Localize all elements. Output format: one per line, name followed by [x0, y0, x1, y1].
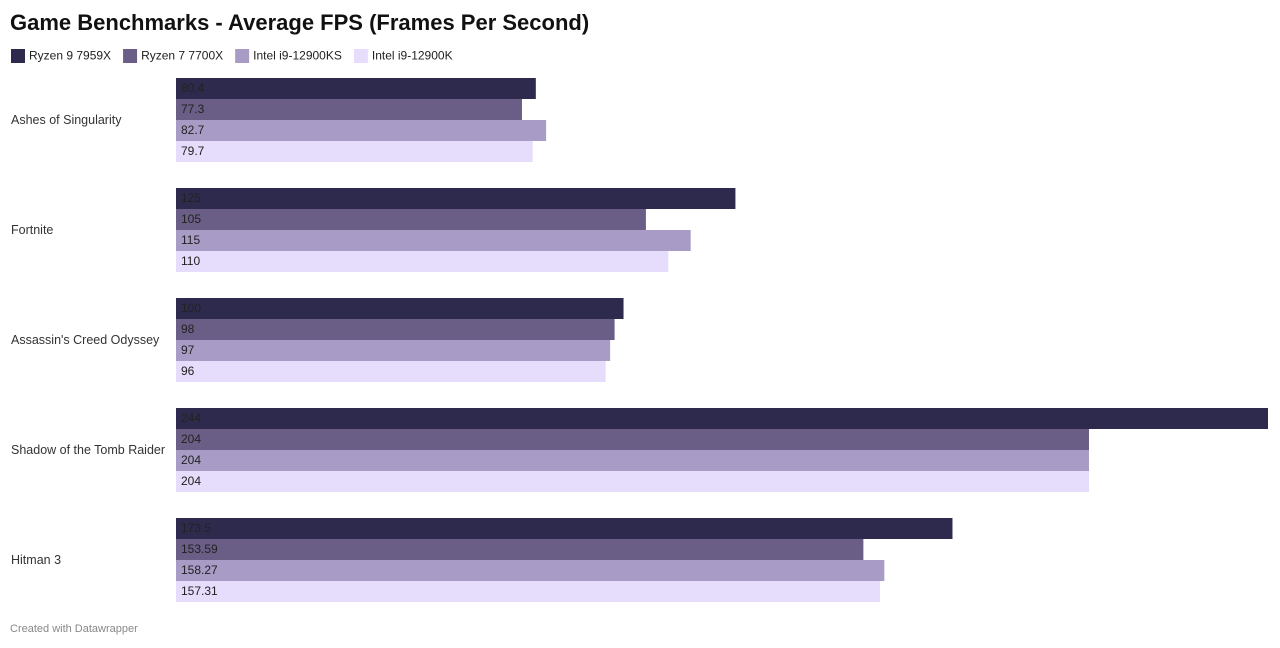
bar [176, 340, 611, 361]
value-label: 204 [181, 432, 201, 446]
legend-label: Intel i9-12900KS [253, 49, 342, 63]
value-label: 204 [181, 474, 201, 488]
bar [176, 120, 547, 141]
bar [176, 560, 885, 581]
value-label: 110 [181, 254, 200, 268]
bar [176, 78, 536, 99]
bar [176, 188, 736, 209]
bar [176, 251, 669, 272]
value-label: 96 [181, 364, 195, 378]
legend-swatch [235, 49, 250, 63]
chart-note: Created with Datawrapper [10, 623, 138, 635]
bar [176, 99, 522, 120]
value-label: 82.7 [181, 123, 205, 137]
bar [176, 298, 624, 319]
bar [176, 230, 691, 251]
value-label: 105 [181, 212, 201, 226]
value-label: 97 [181, 343, 195, 357]
category-label: Assassin's Creed Odyssey [11, 333, 160, 347]
bar [176, 581, 881, 602]
category-label: Ashes of Singularity [11, 113, 122, 127]
value-label: 125 [181, 191, 201, 205]
legend-label: Ryzen 9 7959X [29, 49, 111, 63]
bar [176, 408, 1268, 429]
bar [176, 471, 1089, 492]
value-label: 204 [181, 453, 201, 467]
value-label: 115 [181, 233, 200, 247]
value-label: 244 [181, 411, 201, 425]
value-label: 80.4 [181, 81, 205, 95]
value-label: 79.7 [181, 144, 205, 158]
value-label: 100 [181, 301, 201, 315]
category-label: Fortnite [11, 223, 53, 237]
value-label: 173.5 [181, 521, 211, 535]
legend-label: Intel i9-12900K [372, 49, 453, 63]
bar [176, 539, 864, 560]
bar [176, 361, 606, 382]
bar [176, 319, 615, 340]
value-label: 153.59 [181, 542, 218, 556]
bar [176, 518, 953, 539]
legend-swatch [353, 49, 368, 63]
bar [176, 450, 1089, 471]
bar [176, 141, 533, 162]
value-label: 77.3 [181, 102, 205, 116]
value-label: 158.27 [181, 563, 218, 577]
legend-label: Ryzen 7 7700X [141, 49, 223, 63]
chart-title: Game Benchmarks - Average FPS (Frames Pe… [10, 10, 589, 35]
value-label: 98 [181, 322, 195, 336]
category-label: Hitman 3 [11, 553, 61, 567]
value-label: 157.31 [181, 584, 218, 598]
bar [176, 429, 1089, 450]
bar [176, 209, 646, 230]
legend-swatch [123, 49, 138, 63]
category-label: Shadow of the Tomb Raider [11, 443, 165, 457]
legend-swatch [11, 49, 25, 63]
